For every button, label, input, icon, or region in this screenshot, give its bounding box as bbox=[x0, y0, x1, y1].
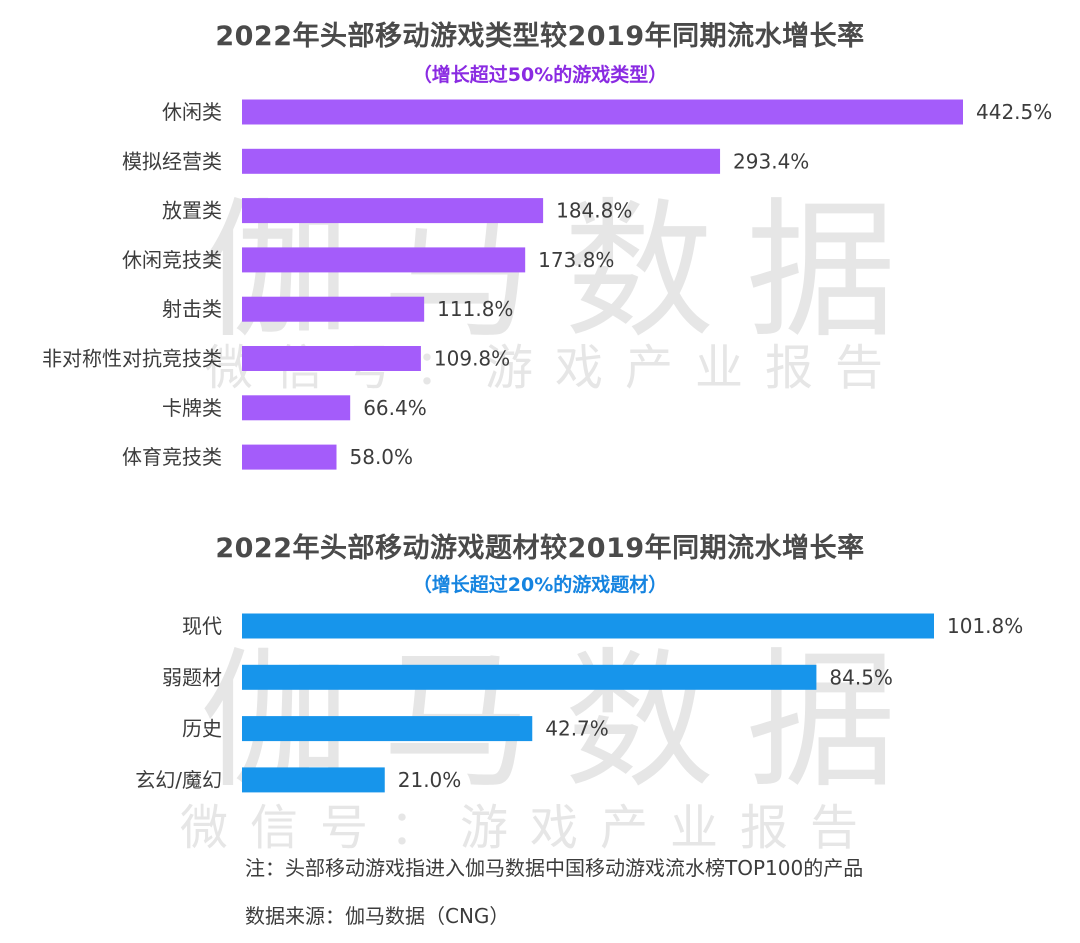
bar bbox=[242, 444, 337, 470]
category-label: 现代 bbox=[182, 614, 222, 638]
bar bbox=[242, 664, 817, 690]
bar bbox=[242, 613, 934, 639]
chart1-title: 2022年头部移动游戏类型较2019年同期流水增长率 bbox=[215, 21, 865, 52]
value-label: 109.8% bbox=[434, 347, 510, 371]
value-label: 66.4% bbox=[363, 396, 427, 420]
value-label: 101.8% bbox=[947, 614, 1023, 638]
bar bbox=[242, 99, 963, 125]
footnote: 注：头部移动游戏指进入伽马数据中国移动游戏流水榜TOP100的产品 bbox=[245, 856, 864, 880]
bar bbox=[242, 346, 421, 371]
data-source: 数据来源：伽马数据（CNG） bbox=[245, 904, 510, 928]
category-label: 玄幻/魔幻 bbox=[135, 768, 222, 792]
bar bbox=[242, 716, 533, 742]
bar bbox=[242, 767, 385, 793]
chart1-subtitle: （增长超过50%的游戏类型） bbox=[412, 64, 668, 86]
value-label: 442.5% bbox=[976, 100, 1052, 124]
category-label: 放置类 bbox=[162, 199, 222, 223]
bar bbox=[242, 247, 526, 273]
chart2-title: 2022年头部移动游戏题材较2019年同期流水增长率 bbox=[215, 533, 865, 564]
chart2-subtitle: （增长超过20%的游戏题材） bbox=[412, 574, 668, 596]
bar bbox=[242, 395, 351, 421]
category-label: 非对称性对抗竞技类 bbox=[42, 347, 222, 371]
category-label: 弱题材 bbox=[162, 665, 222, 689]
value-label: 173.8% bbox=[538, 248, 614, 272]
value-label: 293.4% bbox=[733, 149, 809, 173]
category-label: 卡牌类 bbox=[162, 396, 222, 420]
bar bbox=[242, 296, 425, 322]
category-label: 休闲类 bbox=[162, 100, 222, 124]
value-label: 111.8% bbox=[437, 297, 513, 321]
value-label: 184.8% bbox=[556, 199, 632, 223]
bar bbox=[242, 198, 544, 224]
bar bbox=[242, 148, 721, 174]
category-label: 模拟经营类 bbox=[122, 149, 222, 173]
value-label: 42.7% bbox=[545, 717, 609, 741]
category-label: 体育竞技类 bbox=[122, 445, 222, 469]
category-label: 历史 bbox=[182, 717, 222, 741]
value-label: 21.0% bbox=[398, 768, 462, 792]
value-label: 84.5% bbox=[829, 665, 893, 689]
category-label: 休闲竞技类 bbox=[122, 248, 222, 272]
chart2-bar-chart: 现代 101.8% 弱题材 84.5% 历史 42.7% 玄幻/魔幻 21.0% bbox=[135, 613, 1023, 793]
chart1-bar-chart: 休闲类 442.5% 模拟经营类 293.4% 放置类 184.8% 休闲竞技类 173.8%… bbox=[42, 99, 1052, 470]
value-label: 58.0% bbox=[350, 445, 414, 469]
category-label: 射击类 bbox=[162, 297, 222, 321]
